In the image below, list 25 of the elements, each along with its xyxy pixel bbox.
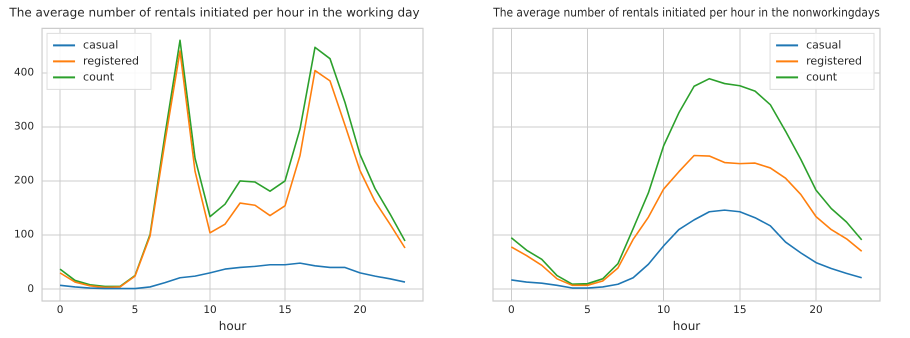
x-tick-label: 15 xyxy=(278,304,292,316)
x-tick-label: 15 xyxy=(733,304,747,316)
x-tick-label: 0 xyxy=(508,304,515,316)
legend-label: registered xyxy=(806,54,862,68)
x-tick-label: 20 xyxy=(353,304,367,316)
legend-label: casual xyxy=(806,38,842,52)
x-axis-title: hour xyxy=(672,318,700,333)
x-tick-label: 5 xyxy=(584,304,591,316)
y-tick-label: 200 xyxy=(14,174,34,187)
chart-title: The average number of rentals initiated per hour in the nonworkingdays xyxy=(492,4,880,20)
legend-label: casual xyxy=(83,38,118,52)
x-tick-label: 5 xyxy=(132,304,138,316)
chart-title: The average number of rentals initiated per hour in the working day xyxy=(8,5,420,20)
x-tick-label: 20 xyxy=(809,304,823,316)
x-tick-label: 10 xyxy=(203,304,217,316)
x-tick-label: 10 xyxy=(656,304,670,316)
x-axis-title: hour xyxy=(218,318,246,333)
y-tick-label: 400 xyxy=(14,66,34,78)
y-tick-label: 100 xyxy=(14,228,34,241)
legend-label: registered xyxy=(83,54,139,68)
y-tick-label: 0 xyxy=(27,282,34,295)
x-tick-label: 0 xyxy=(56,304,64,316)
y-tick-label: 300 xyxy=(14,120,34,133)
legend-label: count xyxy=(83,70,115,84)
legend-label: count xyxy=(806,70,838,84)
